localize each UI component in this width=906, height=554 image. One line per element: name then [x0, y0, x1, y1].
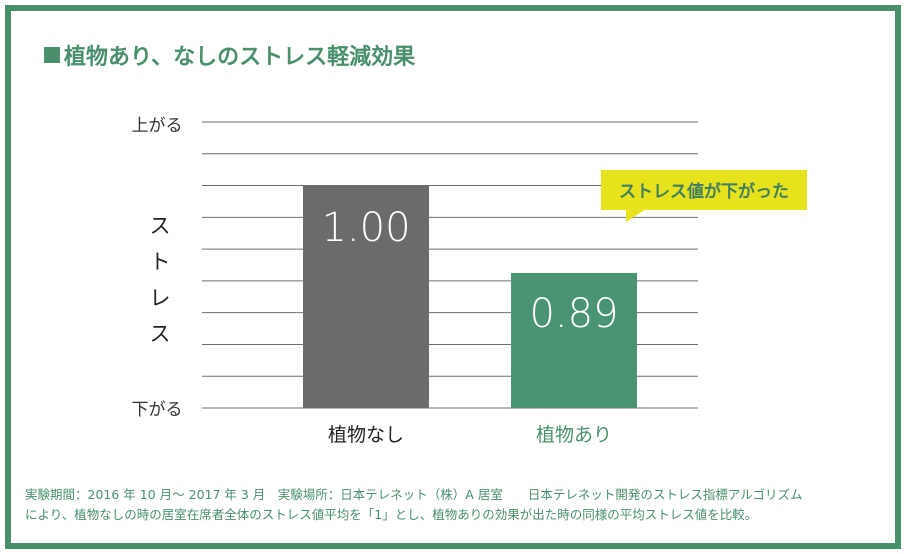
- chart-title: 植物あり、なしのストレス軽減効果: [44, 42, 416, 70]
- category-label-2: 植物あり: [536, 424, 612, 446]
- bars: 1.00 植物なし 0.89 植物あり: [303, 185, 637, 446]
- chart-title-text: 植物あり、なしのストレス軽減効果: [64, 45, 416, 70]
- annotation-text: ストレス値が下がった: [619, 181, 789, 202]
- footnote-line-1: 実験期間：2016 年 10 月〜 2017 年 3 月 実験場所：日本テレネッ…: [25, 487, 803, 502]
- annotation-pointer: [626, 209, 646, 222]
- chart-frame: [5, 5, 901, 549]
- footnote: 実験期間：2016 年 10 月〜 2017 年 3 月 実験場所：日本テレネッ…: [25, 485, 885, 525]
- bar-2: [511, 272, 637, 408]
- bar-value-label-1: 1.00: [321, 205, 410, 251]
- bar-1: [303, 185, 429, 408]
- y-axis-label: ストレス: [150, 214, 171, 346]
- category-label-1: 植物なし: [328, 424, 404, 446]
- ytick-bottom-label: 下がる: [132, 400, 183, 420]
- gridlines: [202, 121, 698, 409]
- title-square-marker: [44, 47, 60, 63]
- annotation-callout: ストレス値が下がった: [601, 170, 807, 222]
- bar-value-label-2: 0.89: [529, 291, 618, 337]
- ytick-top-label: 上がる: [132, 116, 183, 136]
- annotation-box: [601, 170, 807, 210]
- footnote-line-2: により、植物なしの時の居室在席者全体のストレス値平均を「1」とし、植物ありの効果…: [25, 507, 758, 522]
